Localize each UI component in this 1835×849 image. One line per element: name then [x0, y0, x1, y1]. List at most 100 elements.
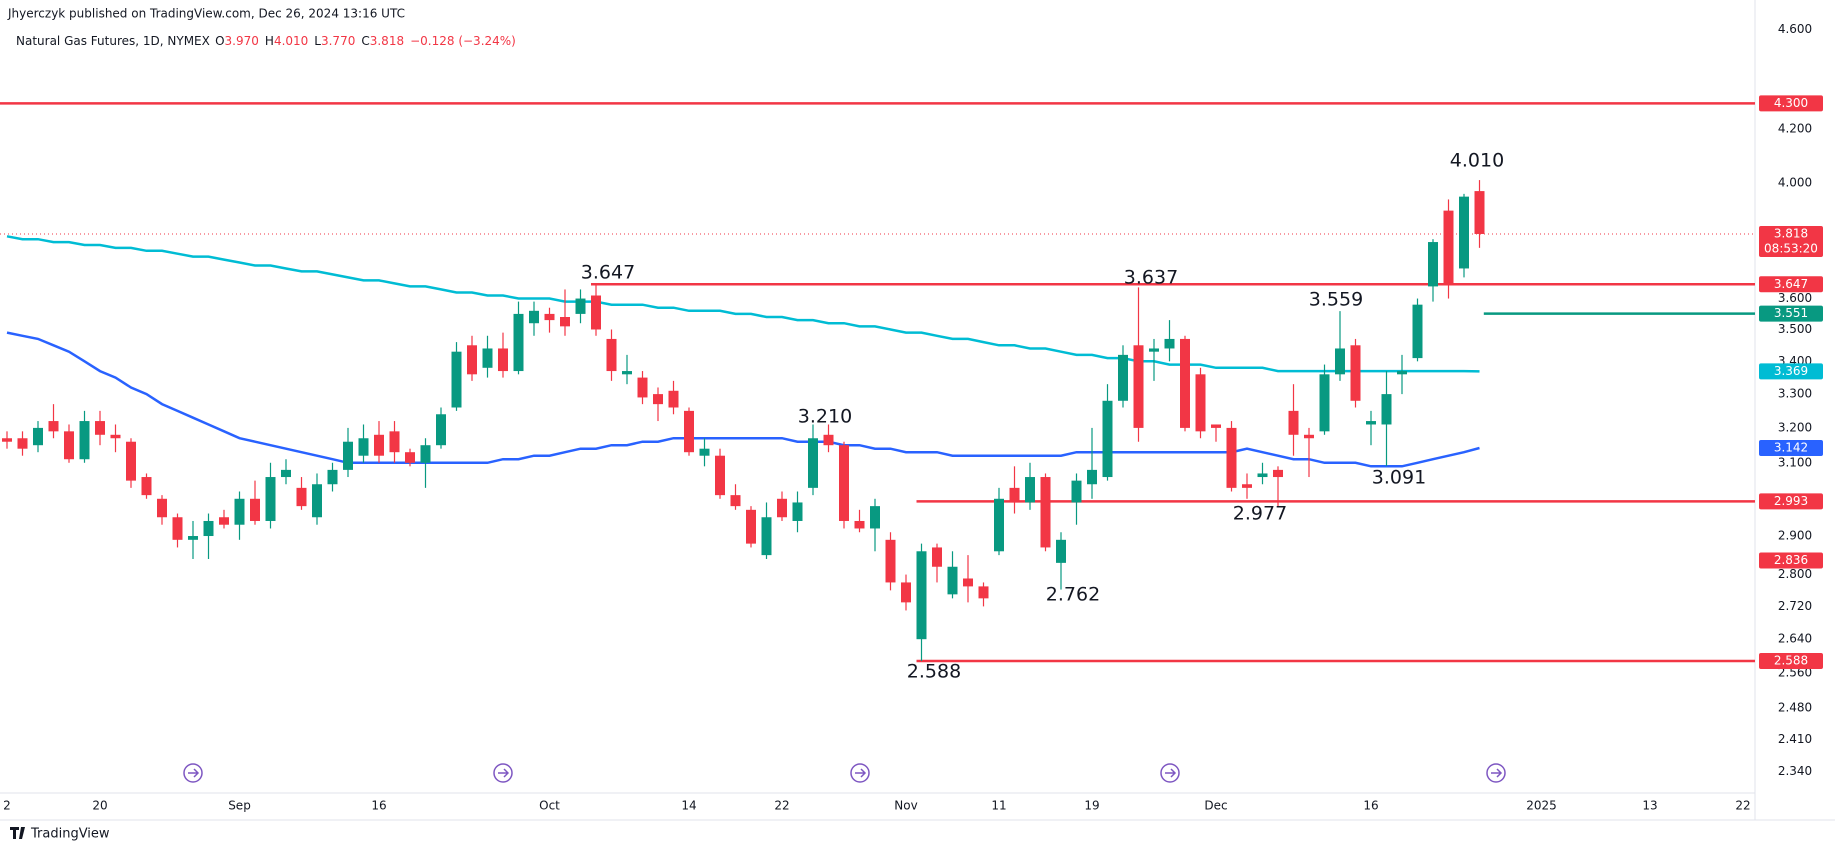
candle-body — [1257, 473, 1268, 478]
candle-body — [1211, 424, 1221, 428]
candle-body — [1350, 345, 1361, 401]
ohlc-key: O — [215, 34, 224, 48]
candle-body — [885, 539, 896, 583]
candle-body — [1195, 374, 1206, 432]
candle-body — [916, 551, 927, 640]
x-tick-label: 16 — [371, 799, 386, 813]
y-tick-label: 2.340 — [1778, 764, 1812, 778]
x-tick-label: 11 — [991, 799, 1006, 813]
candle-body — [792, 502, 803, 521]
event-icon[interactable] — [493, 763, 513, 783]
candle-body — [730, 495, 741, 507]
candle-body — [312, 484, 322, 518]
annotation: 2.588 — [907, 661, 961, 683]
candle-body — [1056, 539, 1066, 563]
candle-body — [1381, 394, 1392, 425]
price-badge-label: 2.993 — [1774, 494, 1808, 508]
y-tick-label: 3.500 — [1778, 322, 1812, 336]
candle-body — [327, 469, 338, 485]
candle-body — [358, 438, 369, 456]
y-tick-label: 2.480 — [1778, 700, 1812, 714]
x-tick-label: Dec — [1204, 799, 1227, 813]
annotation: 3.091 — [1372, 467, 1426, 489]
candle-body — [436, 414, 446, 446]
candle-body — [1164, 338, 1175, 349]
candle-body — [203, 520, 214, 537]
x-tick-label: 22 — [774, 799, 789, 813]
candle-body — [1149, 348, 1159, 352]
candle-body — [1133, 345, 1144, 428]
annotation: 3.647 — [581, 262, 635, 284]
x-tick-label: 13 — [1642, 799, 1657, 813]
candle-body — [79, 421, 90, 460]
candle-body — [715, 455, 725, 496]
candle-body — [777, 498, 787, 518]
price-badge-label: 3.818 — [1774, 226, 1808, 240]
candle-body — [823, 434, 834, 446]
ohlc-key: C — [361, 34, 369, 48]
candle-body — [684, 410, 694, 453]
candle-body — [1474, 191, 1485, 234]
candle-body — [296, 487, 307, 507]
plot-area: 4.010 3.647 3.637 3.559 3.210 3.091 2.977 2.762… — [0, 102, 1755, 683]
candle-body — [498, 348, 508, 372]
x-tick-label: 2025 — [1526, 799, 1557, 813]
x-tick-label: Oct — [539, 799, 560, 813]
price-badge — [1759, 363, 1823, 380]
event-icon[interactable] — [183, 763, 203, 783]
candle-body — [451, 351, 462, 408]
candle-body — [1226, 427, 1237, 488]
candle-body — [1428, 242, 1438, 287]
candle-body — [978, 586, 989, 599]
ohlc-value: 3.770 — [321, 34, 355, 48]
candle-body — [1335, 348, 1345, 375]
y-tick-label: 2.900 — [1778, 529, 1812, 543]
event-icon[interactable] — [850, 763, 870, 783]
candle-body — [48, 421, 59, 432]
y-tick-label: 2.640 — [1778, 632, 1812, 646]
event-icons — [183, 763, 1506, 783]
candle-body — [482, 348, 493, 368]
price-badge — [1759, 653, 1823, 670]
candle-body — [33, 427, 43, 446]
candle-body — [746, 509, 756, 544]
candle-body — [17, 438, 28, 449]
candle-body — [172, 517, 183, 540]
candle-body — [281, 469, 291, 478]
candle-body — [947, 566, 958, 595]
candle-body — [699, 448, 710, 456]
candle-body — [994, 498, 1004, 552]
candle-body — [126, 441, 136, 481]
y-tick-label: 3.200 — [1778, 420, 1812, 434]
annotation: 3.637 — [1124, 267, 1178, 289]
candle-body — [637, 377, 648, 398]
brand-logo — [10, 827, 25, 839]
candle-body — [839, 445, 849, 521]
instrument: Natural Gas Futures, 1D, NYMEX — [16, 34, 210, 48]
candle-body — [653, 394, 663, 405]
y-tick-label: 4.600 — [1778, 22, 1812, 36]
price-badge — [1759, 552, 1823, 569]
price-badge — [1759, 439, 1823, 456]
candle-body — [234, 498, 245, 525]
candle-body — [513, 313, 524, 372]
event-icon[interactable] — [1486, 763, 1506, 783]
y-tick-label: 3.100 — [1778, 455, 1812, 469]
candle-body — [1025, 477, 1035, 503]
candle-body — [1040, 477, 1051, 548]
y-tick-label: 4.200 — [1778, 122, 1812, 136]
candle-body — [1459, 196, 1469, 269]
event-icon[interactable] — [1160, 763, 1180, 783]
x-tick-label: Sep — [228, 799, 251, 813]
candle-body — [405, 452, 415, 463]
candle-body — [901, 582, 911, 603]
candle-body — [141, 477, 152, 496]
candle-body — [64, 431, 74, 460]
price-badge-label: 3.142 — [1774, 440, 1808, 454]
candle-body — [560, 317, 570, 327]
candle-body — [1412, 304, 1423, 359]
x-tick-label: 22 — [1735, 799, 1750, 813]
brand[interactable]: TradingView — [30, 827, 110, 842]
